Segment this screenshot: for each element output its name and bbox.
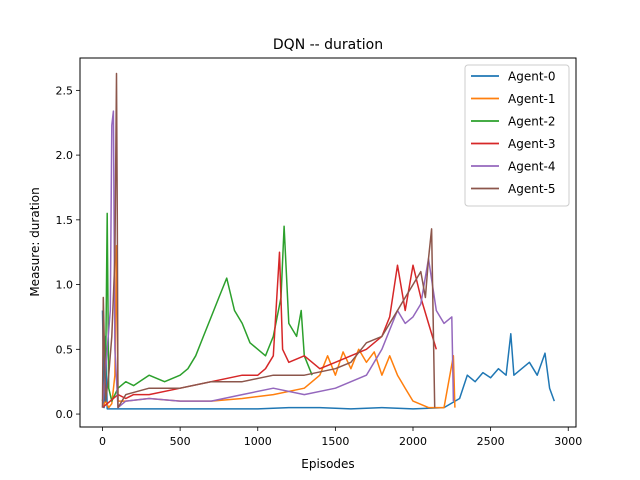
y-tick-label: 2.5 [56,84,74,97]
y-tick-label: 2.0 [56,149,74,162]
legend-label-5: Agent-5 [508,182,555,196]
plot-frame [79,57,577,428]
y-tick-label: 0.5 [56,343,74,356]
series-line-5 [101,72,436,409]
legend-label-1: Agent-1 [508,92,555,106]
x-axis: 0 500 1000 1500 2000 2500 3000 [99,427,582,448]
series-line-3 [102,251,438,409]
y-axis: 0.0 0.5 1.0 1.5 2.0 2.5 [56,84,80,421]
x-tick-label: 2000 [399,435,427,448]
series-layer [101,72,556,410]
legend-label-4: Agent-4 [508,160,555,174]
series-line-1 [101,244,456,409]
y-tick-label: 1.5 [56,214,74,227]
series-line-4 [101,110,455,409]
legend-box [464,64,570,207]
x-axis-label: Episodes [301,457,354,471]
x-tick-label: 2500 [477,435,505,448]
legend-label-0: Agent-0 [508,70,555,84]
x-tick-label: 500 [170,435,191,448]
x-tick-label: 3000 [554,435,582,448]
legend: Agent-0 Agent-1 Agent-2 Agent-3 Agent-4 Agent… [464,64,570,207]
x-tick-label: 1500 [321,435,349,448]
y-axis-label: Measure: duration [28,187,42,296]
chart-title: DQN -- duration [273,37,383,53]
y-tick-label: 0.0 [56,408,74,421]
x-tick-label: 0 [99,435,106,448]
y-tick-label: 1.0 [56,279,74,292]
legend-label-3: Agent-3 [508,137,555,151]
x-tick-label: 1000 [244,435,272,448]
legend-label-2: Agent-2 [508,115,555,129]
